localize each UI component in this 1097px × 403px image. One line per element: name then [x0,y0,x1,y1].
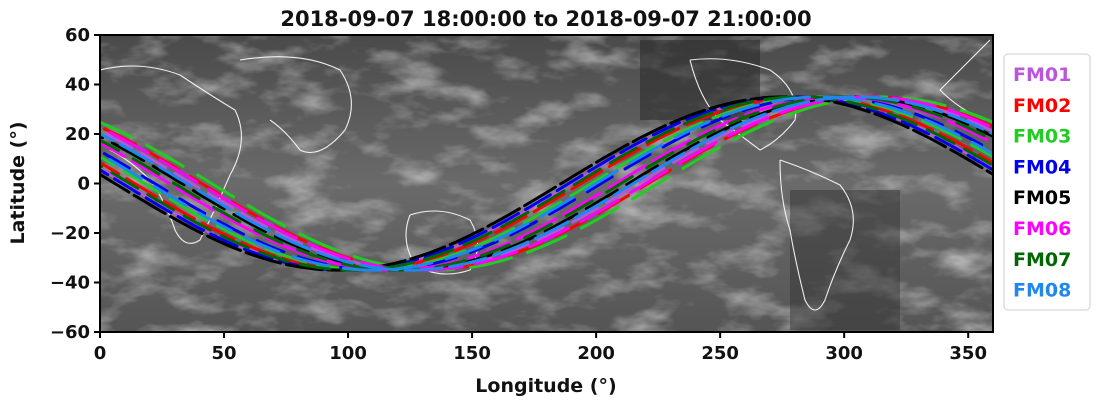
track-fm04 [100,95,993,272]
legend-entry-fm08: FM08 [1013,280,1071,302]
x-tick-label: 200 [577,343,615,364]
y-tick-label: 60 [65,25,90,46]
legend-box [1003,53,1091,311]
legend-entry-fm07: FM07 [1013,249,1071,271]
legend: FM01 FM02 FM03 FM04 FM05 FM06 FM07 FM08 [1003,53,1091,311]
y-tick-label: −20 [50,223,90,244]
track-fm08 [100,95,993,272]
x-tick-label: 100 [329,343,367,364]
track-fm07 [100,95,993,272]
x-tick-label: 300 [825,343,863,364]
x-axis-label: Longitude (°) [475,375,616,397]
legend-entry-fm02: FM02 [1013,95,1071,117]
chart-title: 2018-09-07 18:00:00 to 2018-09-07 21:00:… [280,7,811,31]
y-tick-label: 0 [77,174,90,195]
x-axis-ticks: 0 50 100 150 200 250 300 350 [94,332,987,364]
y-axis-ticks: 60 40 20 0 −20 −40 −60 [50,25,100,343]
y-tick-label: −40 [50,273,90,294]
y-axis-label: Latitude (°) [7,121,29,244]
x-tick-label: 50 [211,343,236,364]
track-fm03 [100,95,993,272]
legend-entry-fm01: FM01 [1013,64,1071,86]
legend-entry-fm03: FM03 [1013,126,1071,148]
y-tick-label: 40 [65,75,90,96]
track-fm05 [100,95,993,272]
x-tick-label: 350 [949,343,987,364]
satellite-background [100,35,993,332]
legend-entry-fm04: FM04 [1013,156,1071,178]
track-lines [100,95,993,272]
x-tick-label: 250 [701,343,739,364]
y-tick-label: −60 [50,322,90,343]
x-tick-label: 0 [94,343,107,364]
x-tick-label: 150 [453,343,491,364]
track-fm06 [100,95,993,272]
legend-entry-fm05: FM05 [1013,187,1071,209]
legend-entry-fm06: FM06 [1013,218,1071,240]
y-tick-label: 20 [65,124,90,145]
